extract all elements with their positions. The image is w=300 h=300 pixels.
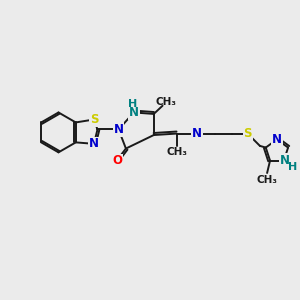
Text: CH₃: CH₃ (166, 147, 187, 157)
Text: N: N (129, 106, 139, 119)
Text: N: N (272, 133, 282, 146)
Text: N: N (192, 127, 202, 140)
Text: O: O (112, 154, 122, 167)
Text: S: S (243, 127, 252, 140)
Text: N: N (89, 137, 99, 150)
Text: S: S (90, 113, 98, 126)
Text: H: H (128, 99, 137, 109)
Text: H: H (288, 161, 297, 172)
Text: N: N (280, 154, 290, 167)
Text: N: N (114, 123, 124, 136)
Text: CH₃: CH₃ (256, 175, 278, 185)
Text: CH₃: CH₃ (156, 97, 177, 106)
